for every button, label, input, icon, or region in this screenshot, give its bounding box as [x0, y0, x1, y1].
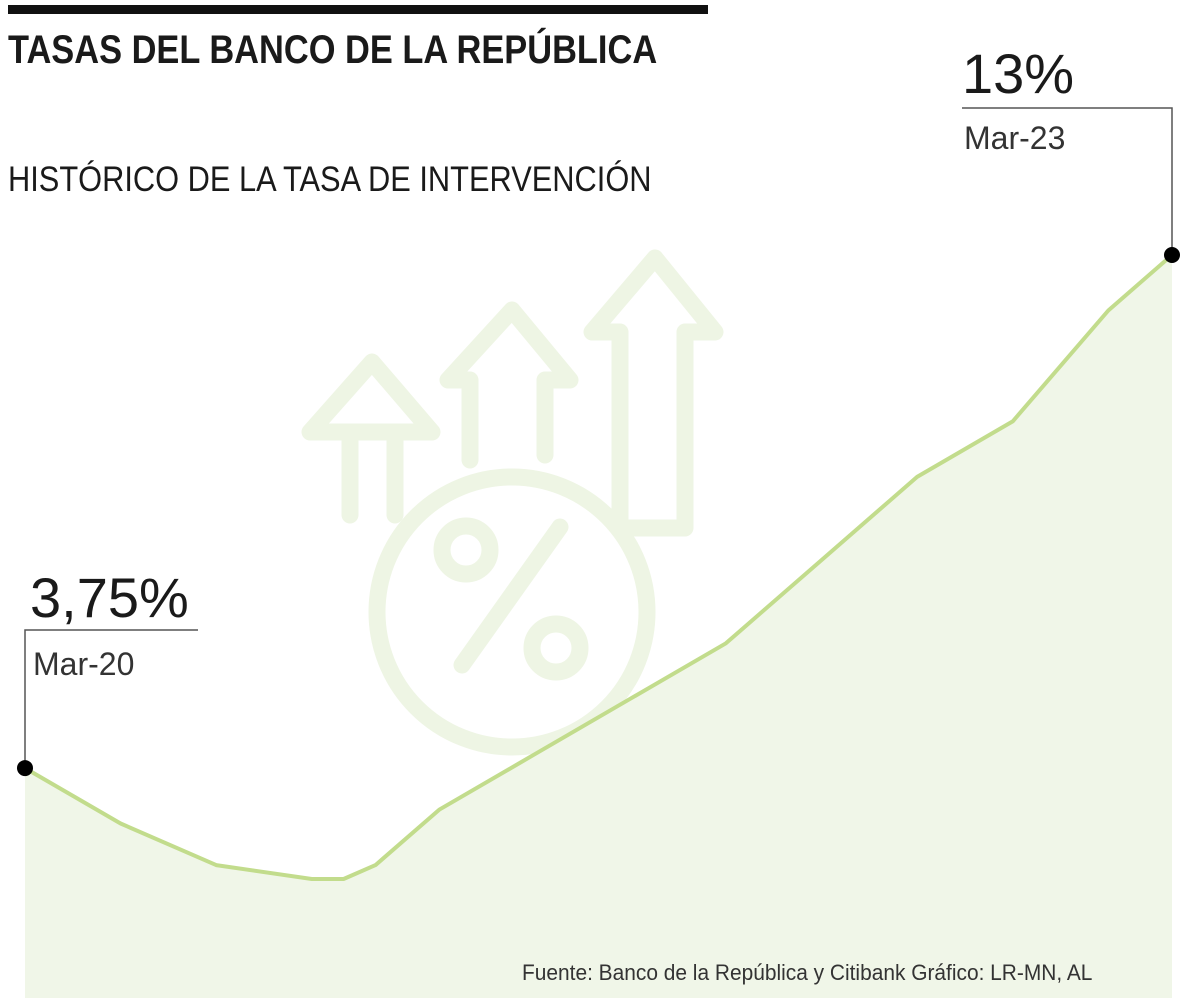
- chart-subtitle: HISTÓRICO DE LA TASA DE INTERVENCIÓN: [8, 160, 652, 199]
- first-point-marker: [17, 760, 33, 777]
- leader-line-first: [24, 629, 198, 769]
- last-date-label: Mar-23: [964, 120, 1066, 156]
- chart-title: TASAS DEL BANCO DE LA REPÚBLICA: [8, 28, 658, 72]
- first-value-label: 3,75%: [30, 566, 189, 629]
- area-fill: [25, 255, 1172, 998]
- leader-line-last: [962, 107, 1173, 255]
- source-note: Fuente: Banco de la República y Citibank…: [522, 960, 1093, 985]
- rising-arrows-percent-icon: [301, 249, 724, 756]
- top-rule: [8, 5, 708, 14]
- series-line: [23, 253, 1174, 881]
- last-value-label: 13%: [962, 42, 1075, 105]
- last-point-marker: [1164, 247, 1180, 263]
- first-date-label: Mar-20: [33, 646, 135, 682]
